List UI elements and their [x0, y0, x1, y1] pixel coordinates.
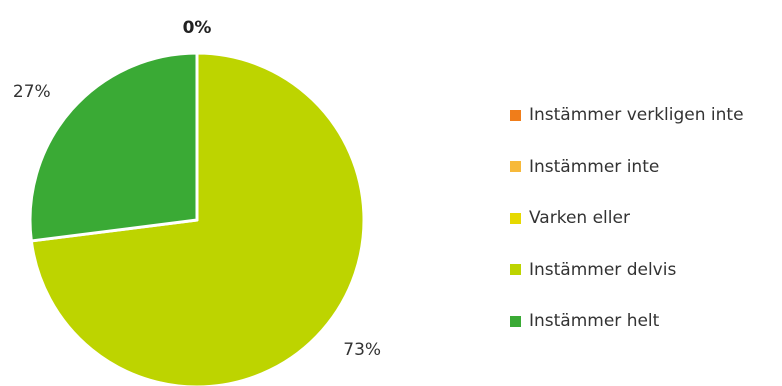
legend-label: Instämmer inte: [529, 156, 660, 177]
legend-label: Instämmer verkligen inte: [529, 105, 744, 125]
legend-item-instammer-delvis[interactable]: Instämmer delvis: [510, 259, 744, 281]
pie-slices: [28, 51, 366, 386]
legend-label: Instämmer helt: [529, 311, 660, 331]
legend-label: Varken eller: [529, 208, 630, 228]
chart-legend: Instämmer verkligen inte Instämmer inte Va…: [510, 104, 744, 362]
data-label-instammer-verkligen-inte: 0%: [183, 18, 212, 38]
legend-swatch: [510, 161, 521, 172]
data-label-instammer-delvis: 73%: [343, 340, 381, 360]
legend-item-instammer-verkligen-inte[interactable]: Instämmer verkligen inte: [510, 104, 744, 126]
pie-chart: 0% 73% 27%: [13, 18, 381, 386]
pie-slice-instammer-helt: [28, 51, 199, 243]
legend-swatch: [510, 109, 521, 121]
legend-swatch: [510, 264, 521, 275]
legend-swatch: [510, 212, 521, 224]
legend-item-instammer-inte[interactable]: Instämmer inte: [510, 156, 744, 178]
legend-swatch: [510, 315, 521, 327]
legend-label: Instämmer delvis: [529, 259, 677, 280]
pie-data-labels: 0% 73% 27%: [13, 18, 381, 360]
legend-item-varken-eller[interactable]: Varken eller: [510, 207, 744, 229]
legend-item-instammer-helt[interactable]: Instämmer helt: [510, 310, 744, 332]
data-label-instammer-helt: 27%: [13, 82, 51, 102]
